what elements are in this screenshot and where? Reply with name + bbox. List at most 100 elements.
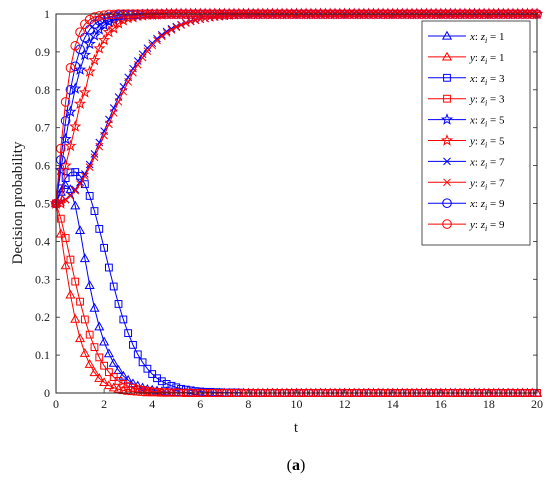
data-point <box>88 53 101 66</box>
data-point <box>65 63 76 73</box>
legend-variable: x <box>469 156 475 168</box>
legend-eq: = <box>487 156 499 168</box>
y-tick-label: 0 <box>44 386 50 400</box>
data-point <box>142 387 153 397</box>
data-point <box>71 186 80 195</box>
legend-marker <box>443 178 451 187</box>
data-point <box>138 50 147 59</box>
data-point <box>70 41 81 51</box>
data-point <box>84 24 95 35</box>
legend: x: zi = 1y: zi = 1x: zi = 3y: zi = 3x: z… <box>421 20 531 246</box>
data-point <box>109 282 118 291</box>
x-tick-label: 6 <box>197 397 203 411</box>
data-point <box>162 29 171 37</box>
data-point <box>162 380 171 388</box>
legend-item: x: zi = 9 <box>428 198 505 212</box>
data-point <box>73 63 87 75</box>
y-tick-label: 0.2 <box>35 310 50 324</box>
data-point <box>102 25 116 38</box>
data-point <box>89 367 100 377</box>
data-point <box>113 384 124 393</box>
data-point <box>167 26 176 34</box>
data-point <box>94 11 105 21</box>
data-point <box>148 370 157 378</box>
legend-variable: y <box>469 219 475 231</box>
legend-subscript: i <box>485 141 487 150</box>
legend-subscript: i <box>485 161 487 170</box>
legend-eq: = <box>487 31 499 43</box>
legend-subscript: i <box>485 57 487 66</box>
x-tick-label: 0 <box>53 397 59 411</box>
data-point <box>114 98 123 106</box>
legend-subscript: i <box>485 182 487 191</box>
legend-value: 5 <box>499 136 505 148</box>
data-point <box>64 139 77 152</box>
x-tick-label: 20 <box>531 397 543 411</box>
data-point <box>79 253 90 263</box>
data-point <box>143 47 152 55</box>
data-point <box>89 302 100 312</box>
data-point <box>56 155 66 165</box>
x-axis-label: t <box>294 420 299 436</box>
data-point <box>118 370 129 380</box>
legend-colon: : <box>475 219 481 231</box>
y-tick-label: 0.4 <box>35 234 50 248</box>
legend-item: y: zi = 5 <box>428 134 505 150</box>
legend-z: z <box>480 219 486 231</box>
y-tick-label: 0.8 <box>35 83 50 97</box>
data-point <box>60 260 71 270</box>
data-point <box>156 386 167 396</box>
legend-z: z <box>480 156 486 168</box>
data-point <box>138 358 147 367</box>
data-point <box>161 386 172 396</box>
data-point <box>153 387 161 396</box>
data-point <box>95 142 104 151</box>
data-point <box>104 12 114 22</box>
data-point <box>85 330 94 339</box>
data-point <box>90 343 99 352</box>
legend-eq: = <box>487 115 499 127</box>
legend-colon: : <box>475 156 481 168</box>
legend-label: x: zi = 5 <box>469 115 505 129</box>
legend-z: z <box>480 31 486 43</box>
data-point <box>75 27 85 37</box>
legend-label: y: zi = 1 <box>469 52 504 66</box>
legend-colon: : <box>475 198 481 210</box>
caption-close: ) <box>300 457 305 474</box>
legend-z: z <box>480 136 486 148</box>
legend-eq: = <box>487 52 499 64</box>
y-tick-label: 0.1 <box>35 348 50 362</box>
data-point <box>182 19 190 27</box>
legend-z: z <box>480 94 486 106</box>
data-point <box>69 120 82 132</box>
legend-item: y: zi = 1 <box>428 51 504 66</box>
data-point <box>123 385 134 395</box>
legend-variable: x <box>469 198 475 210</box>
data-point <box>60 116 71 126</box>
data-point <box>94 373 105 382</box>
data-point <box>124 329 133 338</box>
data-point <box>65 85 76 95</box>
data-point <box>143 364 152 373</box>
legend-colon: : <box>475 31 481 43</box>
data-point <box>89 12 100 22</box>
data-point <box>95 353 104 362</box>
data-point <box>119 315 128 324</box>
data-point <box>137 387 148 396</box>
legend-marker <box>442 198 452 208</box>
data-point <box>103 380 114 390</box>
legend-z: z <box>480 115 486 127</box>
legend-marker <box>441 51 453 61</box>
data-point <box>133 57 142 65</box>
legend-value: 9 <box>499 219 505 231</box>
legend-label: y: zi = 9 <box>469 219 505 233</box>
legend-value: 7 <box>499 177 505 189</box>
data-point <box>113 365 124 374</box>
data-point <box>80 32 90 43</box>
data-point <box>85 163 94 171</box>
x-tick-label: 16 <box>435 397 447 411</box>
data-point <box>90 207 99 215</box>
legend-z: z <box>480 73 486 85</box>
data-point <box>84 358 95 368</box>
